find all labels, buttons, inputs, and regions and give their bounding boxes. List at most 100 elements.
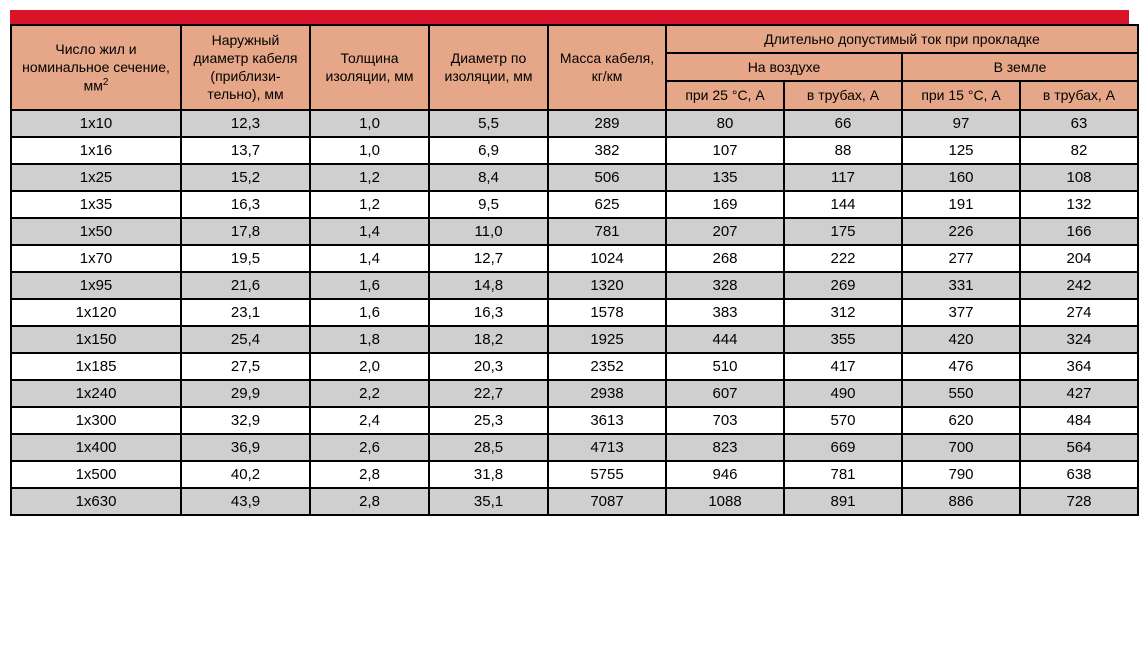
table-cell: 43,9 [181,488,310,515]
table-cell: 12,7 [429,245,548,272]
table-cell: 16,3 [429,299,548,326]
table-cell: 781 [784,461,902,488]
table-cell: 20,3 [429,353,548,380]
table-cell: 1x400 [11,434,181,461]
table-cell: 19,5 [181,245,310,272]
table-cell: 506 [548,164,666,191]
table-header: Число жил и номинальное сечение, мм2 Нар… [11,25,1138,110]
table-cell: 570 [784,407,902,434]
table-cell: 21,6 [181,272,310,299]
table-row: 1x63043,92,835,170871088891886728 [11,488,1138,515]
table-cell: 18,2 [429,326,548,353]
table-cell: 4713 [548,434,666,461]
table-cell: 36,9 [181,434,310,461]
table-cell: 13,7 [181,137,310,164]
table-cell: 728 [1020,488,1138,515]
header-cores-section: Число жил и номинальное сечение, мм2 [11,25,181,110]
table-cell: 2,8 [310,488,429,515]
table-row: 1x50040,22,831,85755946781790638 [11,461,1138,488]
table-cell: 638 [1020,461,1138,488]
table-cell: 29,9 [181,380,310,407]
table-cell: 823 [666,434,784,461]
table-cell: 169 [666,191,784,218]
table-cell: 242 [1020,272,1138,299]
table-cell: 108 [1020,164,1138,191]
table-cell: 12,3 [181,110,310,137]
table-cell: 274 [1020,299,1138,326]
table-cell: 6,9 [429,137,548,164]
table-row: 1x18527,52,020,32352510417476364 [11,353,1138,380]
table-cell: 16,3 [181,191,310,218]
table-cell: 160 [902,164,1020,191]
table-cell: 107 [666,137,784,164]
table-row: 1x9521,61,614,81320328269331242 [11,272,1138,299]
table-cell: 125 [902,137,1020,164]
table-cell: 1x300 [11,407,181,434]
table-cell: 886 [902,488,1020,515]
table-cell: 484 [1020,407,1138,434]
header-group-current: Длительно допустимый ток при прокладке [666,25,1138,53]
table-cell: 1x120 [11,299,181,326]
table-row: 1x1613,71,06,93821078812582 [11,137,1138,164]
table-cell: 66 [784,110,902,137]
table-cell: 8,4 [429,164,548,191]
table-cell: 268 [666,245,784,272]
table-cell: 1,2 [310,191,429,218]
table-cell: 7087 [548,488,666,515]
table-cell: 2,2 [310,380,429,407]
table-cell: 946 [666,461,784,488]
header-insulation-diameter: Диаметр по изоляции, мм [429,25,548,110]
table-cell: 891 [784,488,902,515]
table-cell: 476 [902,353,1020,380]
table-cell: 427 [1020,380,1138,407]
table-cell: 1x185 [11,353,181,380]
table-cell: 444 [666,326,784,353]
table-row: 1x3516,31,29,5625169144191132 [11,191,1138,218]
table-cell: 1,6 [310,299,429,326]
table-cell: 17,8 [181,218,310,245]
table-cell: 377 [902,299,1020,326]
table-cell: 1320 [548,272,666,299]
table-row: 1x2515,21,28,4506135117160108 [11,164,1138,191]
header-air-pipes: в трубах, А [784,81,902,109]
table-cell: 14,8 [429,272,548,299]
table-cell: 324 [1020,326,1138,353]
table-cell: 2,0 [310,353,429,380]
top-red-bar [10,10,1129,24]
table-cell: 355 [784,326,902,353]
table-body: 1x1012,31,05,5289806697631x1613,71,06,93… [11,110,1138,515]
table-cell: 1,2 [310,164,429,191]
table-cell: 1x150 [11,326,181,353]
table-cell: 63 [1020,110,1138,137]
table-cell: 550 [902,380,1020,407]
table-cell: 564 [1020,434,1138,461]
table-cell: 312 [784,299,902,326]
table-cell: 277 [902,245,1020,272]
table-cell: 289 [548,110,666,137]
table-row: 1x24029,92,222,72938607490550427 [11,380,1138,407]
table-cell: 2,8 [310,461,429,488]
table-cell: 417 [784,353,902,380]
table-cell: 11,0 [429,218,548,245]
table-cell: 1088 [666,488,784,515]
table-cell: 97 [902,110,1020,137]
table-cell: 1x10 [11,110,181,137]
table-cell: 790 [902,461,1020,488]
table-cell: 703 [666,407,784,434]
table-cell: 620 [902,407,1020,434]
table-row: 1x15025,41,818,21925444355420324 [11,326,1138,353]
table-cell: 1,0 [310,110,429,137]
table-cell: 2938 [548,380,666,407]
table-cell: 1x35 [11,191,181,218]
table-cell: 9,5 [429,191,548,218]
table-cell: 25,4 [181,326,310,353]
table-cell: 1x70 [11,245,181,272]
table-cell: 382 [548,137,666,164]
table-cell: 204 [1020,245,1138,272]
table-cell: 117 [784,164,902,191]
table-row: 1x40036,92,628,54713823669700564 [11,434,1138,461]
table-row: 1x12023,11,616,31578383312377274 [11,299,1138,326]
header-ground-pipes: в трубах, А [1020,81,1138,109]
table-cell: 135 [666,164,784,191]
table-cell: 1,6 [310,272,429,299]
